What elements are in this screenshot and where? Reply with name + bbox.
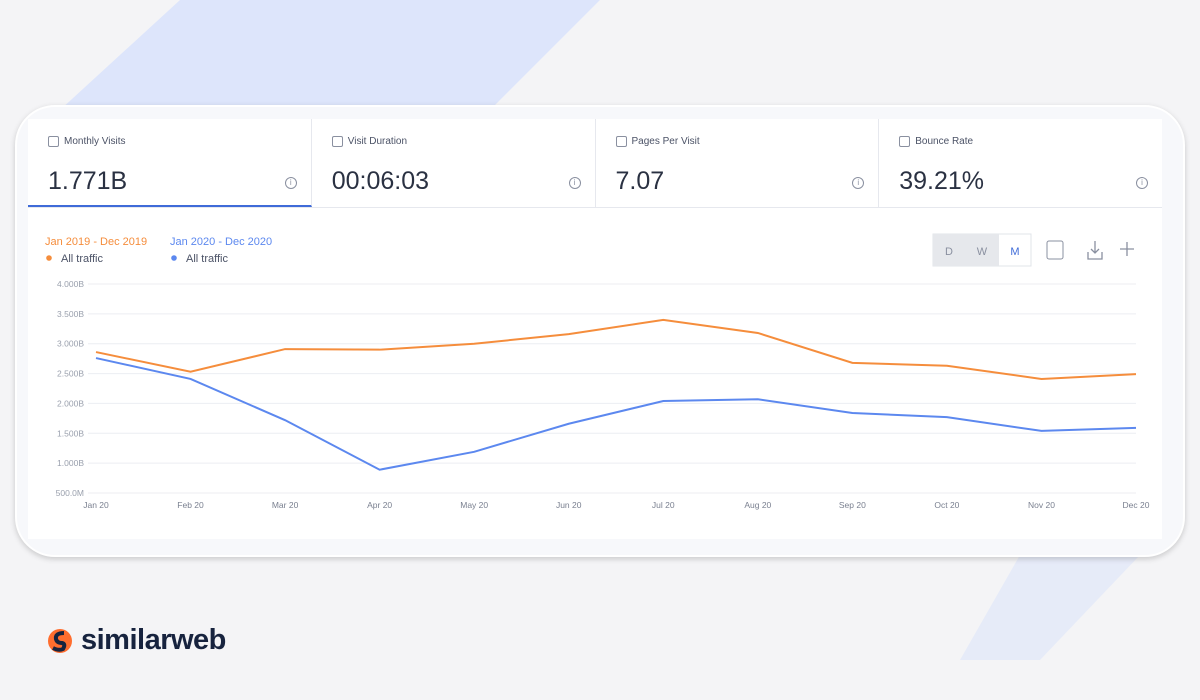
info-icon: i [852,177,865,189]
x-tick-label: Jul 20 [652,500,675,510]
info-icon: i [568,177,581,189]
legend-dot [46,255,52,261]
y-tick-label: 2.500B [57,369,84,379]
y-tick-label: 3.500B [57,309,84,319]
metric[interactable]: Bounce Rate 39.21% i [879,119,1162,207]
logo: similarweb [47,624,226,657]
legend-name[interactable]: All traffic [61,253,103,265]
metric[interactable]: Pages Per Visit 7.07 i [596,119,880,207]
metric-icon [899,136,911,147]
x-tick-label: May 20 [460,500,488,510]
y-tick-label: 4.000B [57,279,84,289]
series-line [95,357,1137,471]
logo-s [52,630,67,652]
x-tick-label: Aug 20 [744,500,771,510]
decor-shape [960,555,1140,660]
granularity-button[interactable]: W [977,246,988,258]
info-icon: i [284,177,297,189]
metric-value: 00:06:03 [331,167,430,195]
download-icon[interactable] [1087,241,1103,260]
x-tick-label: Sep 20 [839,500,866,510]
legend-dot [171,255,177,261]
chart: D W M 500.0M 1.000B 1.500B 2.000B 2.500B 3.000B 3… [45,233,1150,510]
decor-shape [60,0,600,110]
metric-label: Visit Duration [347,136,408,147]
metric[interactable]: Monthly Visits 1.771B i [28,119,312,207]
x-tick-label: Oct 20 [934,500,959,510]
granularity-inactive-bg [933,234,999,266]
metric-value: 7.07 [615,167,665,195]
x-tick-label: Jan 20 [83,500,109,510]
metric-label: Monthly Visits [64,136,126,147]
metric[interactable]: Visit Duration 00:06:03 i [312,119,596,207]
y-tick-label: 1.000B [57,458,84,468]
x-tick-label: Mar 20 [272,500,299,510]
legend-period[interactable]: Jan 2019 - Dec 2019 [45,236,147,248]
y-tick-label: 2.000B [57,398,84,408]
x-tick-label: Nov 20 [1028,500,1055,510]
logo-mark [48,628,72,653]
metric-icon [48,136,59,147]
x-tick-label: Jun 20 [556,500,582,510]
metric-icon [615,136,627,147]
granularity-button[interactable]: D [945,246,953,258]
y-tick-label: 1.500B [57,428,84,438]
metrics-row: Monthly Visits 1.771B i Visit Duration 00:06… [28,119,1162,208]
metric-value: 39.21% [899,167,985,195]
y-tick-label: 500.0M [56,488,84,498]
legend-name[interactable]: All traffic [186,253,228,265]
x-tick-label: Feb 20 [177,500,204,510]
add-icon[interactable] [1120,242,1134,256]
info-icon: i [1136,177,1148,189]
metric-value: 1.771B [48,167,128,195]
x-tick-label: Dec 20 [1123,500,1150,510]
y-tick-label: 3.000B [57,339,84,349]
x-tick-label: Apr 20 [367,500,392,510]
series-line [95,318,1137,380]
legend-period[interactable]: Jan 2020 - Dec 2020 [170,236,272,248]
brand-name: similarweb [81,624,226,656]
excel-icon[interactable] [1046,240,1064,260]
panel: Monthly Visits 1.771B i Visit Duration 00:06… [28,119,1162,539]
granularity-button[interactable]: M [1010,246,1019,258]
metric-icon [331,136,343,147]
metric-label: Bounce Rate [915,136,974,147]
metric-label: Pages Per Visit [631,136,700,147]
